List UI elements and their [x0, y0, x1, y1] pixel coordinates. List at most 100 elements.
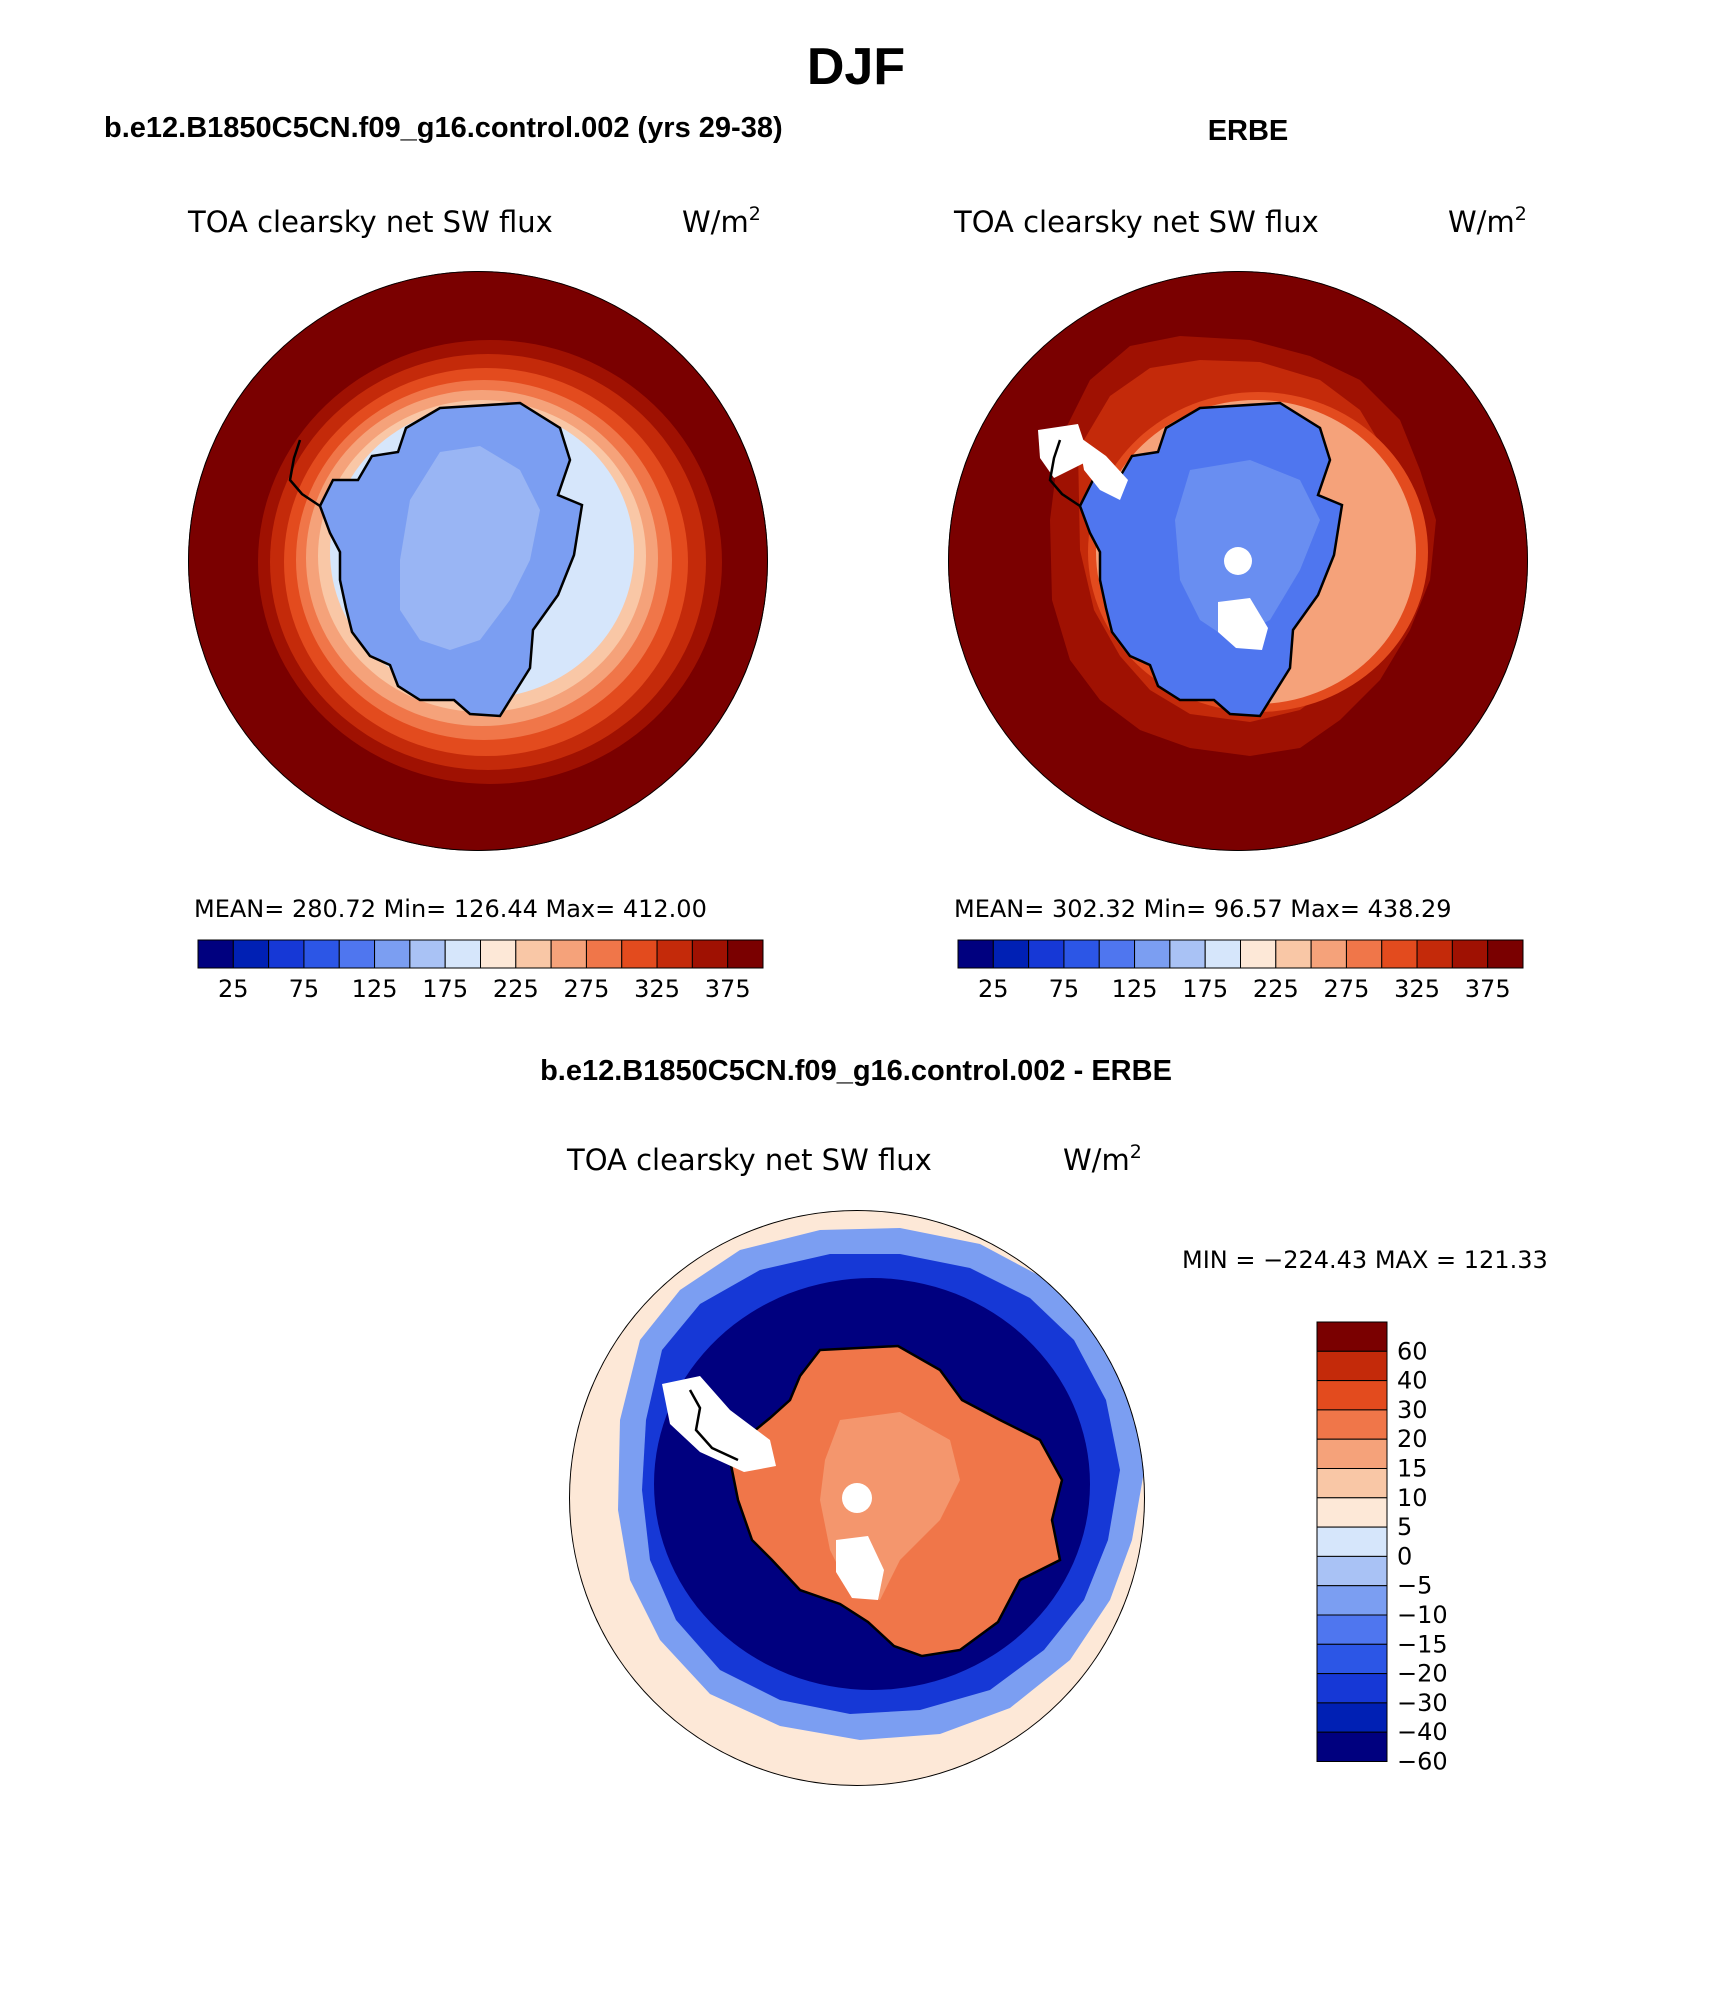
panel-obs-map — [948, 271, 1528, 851]
colorbar-box — [515, 939, 552, 969]
panel-obs-missing-patch — [1078, 436, 1128, 500]
panel-obs-colorbar — [957, 939, 1524, 969]
colorbar-tick-label: 5 — [1397, 1513, 1412, 1541]
colorbar-box — [1028, 939, 1065, 969]
panel-model-colorbar — [197, 939, 764, 969]
colorbar-box — [1134, 939, 1171, 969]
colorbar-box — [1275, 939, 1312, 969]
panel-obs-peninsula — [1048, 439, 1081, 508]
panel-obs-stats: MEAN= 302.32 Min= 96.57 Max= 438.29 — [954, 895, 1452, 923]
colorbar-box — [1316, 1585, 1388, 1616]
colorbar-box — [1316, 1321, 1388, 1352]
colorbar-tick-label: 75 — [1049, 975, 1080, 1003]
colorbar-tick-label: 325 — [1394, 975, 1440, 1003]
panel-diff-map — [569, 1210, 1145, 1786]
colorbar-tick-label: 0 — [1397, 1542, 1412, 1570]
panel-diff-peninsula — [688, 1389, 739, 1462]
colorbar-box — [1316, 1526, 1388, 1557]
colorbar-tick-label: 30 — [1397, 1396, 1428, 1424]
colorbar-box — [409, 939, 446, 969]
colorbar-box — [1316, 1497, 1388, 1528]
colorbar-box — [1316, 1614, 1388, 1645]
colorbar-box — [1316, 1731, 1388, 1762]
panel-obs-colorbar-labels: 25 75 125 175 225 275 325 375 — [978, 975, 1511, 1003]
colorbar-box — [1316, 1350, 1388, 1382]
colorbar-tick-label: 20 — [1397, 1425, 1428, 1453]
colorbar-box — [1098, 939, 1136, 969]
colorbar-tick-label: 375 — [705, 975, 751, 1003]
colorbar-box — [550, 939, 587, 969]
panel-diff-colorbar — [1316, 1321, 1388, 1762]
colorbar-tick-label: 225 — [493, 975, 539, 1003]
panel-diff: b.e12.B1850C5CN.f09_g16.control.002 - ER… — [540, 1055, 1548, 1786]
panel-model-header: b.e12.B1850C5CN.f09_g16.control.002 (yrs… — [104, 112, 783, 144]
panel-obs-variable: TOA clearsky net SW flux — [953, 205, 1319, 239]
colorbar-tick-label: 175 — [1182, 975, 1228, 1003]
panel-diff-missing-ross — [836, 1536, 884, 1600]
panel-model-variable: TOA clearsky net SW flux — [187, 205, 553, 239]
colorbar-box — [480, 939, 517, 969]
colorbar-box — [338, 939, 376, 969]
colorbar-box — [585, 939, 623, 969]
panel-model-peninsula — [288, 439, 321, 508]
colorbar-box — [232, 939, 270, 969]
figure-title: DJF — [807, 38, 905, 96]
colorbar-tick-label: −60 — [1397, 1748, 1448, 1776]
colorbar-box — [691, 939, 729, 969]
colorbar-box — [1381, 939, 1418, 969]
colorbar-box — [1316, 1555, 1388, 1587]
colorbar-box — [1416, 939, 1453, 969]
colorbar-box — [1316, 1702, 1388, 1733]
colorbar-tick-label: −15 — [1397, 1630, 1448, 1658]
panel-obs: ERBE TOA clearsky net SW flux W/m2 MEAN=… — [948, 115, 1528, 1003]
colorbar-box — [1316, 1438, 1388, 1469]
panel-obs-pole-hole — [1224, 547, 1252, 575]
colorbar-tick-label: −10 — [1397, 1601, 1448, 1629]
colorbar-tick-label: 10 — [1397, 1484, 1428, 1512]
colorbar-box — [444, 939, 481, 969]
colorbar-tick-label: 125 — [352, 975, 398, 1003]
colorbar-box — [1316, 1468, 1388, 1499]
colorbar-box — [621, 939, 658, 969]
panel-model: b.e12.B1850C5CN.f09_g16.control.002 (yrs… — [104, 112, 783, 1003]
panel-diff-variable: TOA clearsky net SW flux — [566, 1143, 932, 1177]
colorbar-box — [1451, 939, 1489, 969]
panel-obs-missing-ross — [1218, 598, 1268, 650]
colorbar-box — [1316, 1643, 1388, 1675]
colorbar-box — [1169, 939, 1206, 969]
panel-model-units: W/m2 — [682, 203, 761, 239]
colorbar-box — [957, 939, 994, 969]
colorbar-tick-label: 325 — [634, 975, 680, 1003]
colorbar-tick-label: 225 — [1253, 975, 1299, 1003]
colorbar-tick-label: 125 — [1112, 975, 1158, 1003]
panel-diff-minmax: MIN = −224.43 MAX = 121.33 — [1182, 1246, 1548, 1274]
colorbar-box — [1316, 1409, 1388, 1440]
colorbar-box — [727, 939, 764, 969]
colorbar-box — [1240, 939, 1277, 969]
colorbar-tick-label: 275 — [1324, 975, 1370, 1003]
colorbar-tick-label: 40 — [1397, 1367, 1428, 1395]
panel-diff-missing-peninsula — [662, 1376, 776, 1472]
colorbar-box — [1345, 939, 1383, 969]
colorbar-box — [303, 939, 340, 969]
colorbar-tick-label: −5 — [1397, 1572, 1432, 1600]
panel-diff-pole-hole — [842, 1483, 872, 1513]
panel-obs-antarctica-interior — [1175, 460, 1320, 640]
colorbar-tick-label: −40 — [1397, 1718, 1448, 1746]
panel-diff-header: b.e12.B1850C5CN.f09_g16.control.002 - ER… — [540, 1055, 1172, 1087]
colorbar-box — [1204, 939, 1241, 969]
colorbar-tick-label: 15 — [1397, 1455, 1428, 1483]
colorbar-tick-label: 275 — [564, 975, 610, 1003]
colorbar-tick-label: 75 — [289, 975, 320, 1003]
colorbar-tick-label: −30 — [1397, 1689, 1448, 1717]
colorbar-box — [992, 939, 1030, 969]
panel-model-stats: MEAN= 280.72 Min= 126.44 Max= 412.00 — [194, 895, 707, 923]
colorbar-box — [1063, 939, 1100, 969]
colorbar-box — [1316, 1380, 1388, 1411]
panel-diff-units: W/m2 — [1063, 1141, 1142, 1177]
colorbar-box — [1316, 1673, 1388, 1704]
colorbar-tick-label: −20 — [1397, 1660, 1448, 1688]
colorbar-tick-label: 375 — [1465, 975, 1511, 1003]
